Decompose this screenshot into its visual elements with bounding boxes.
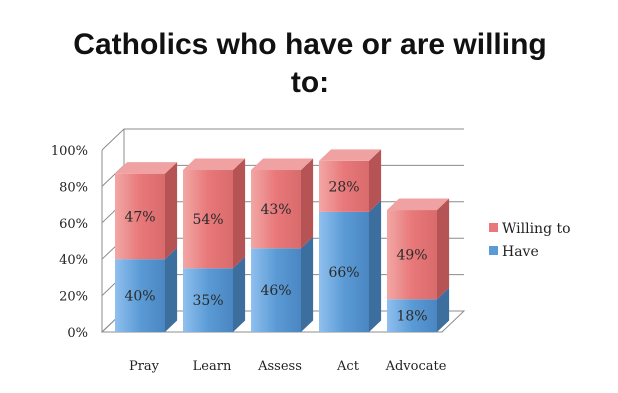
x-tick-label: Act	[336, 359, 360, 374]
y-tick-label: 100%	[51, 144, 88, 159]
bar-side-have	[233, 256, 246, 332]
axis-layer: 0% 20% 40% 60% 80% 100% Pray Learn Assess Act Advo…	[51, 144, 447, 374]
data-label: 66%	[328, 265, 359, 281]
legend-label: Have	[502, 244, 539, 260]
x-tick-label: Assess	[257, 359, 302, 374]
bar-willing-to-pray	[115, 173, 165, 260]
bar-willing-to-advocate	[387, 210, 437, 300]
bar-have-assess	[251, 248, 301, 332]
bar-have-learn	[183, 268, 233, 332]
bar-top-face	[319, 149, 382, 161]
y-tick-label: 20%	[59, 290, 88, 305]
y-tick-label: 40%	[59, 253, 88, 268]
data-label: 35%	[192, 293, 223, 309]
legend-swatch	[489, 223, 498, 232]
bar-side-have	[437, 287, 450, 332]
legend: Willing to Have	[489, 221, 571, 260]
bar-top-face	[387, 198, 450, 211]
y-tick-label: 0%	[67, 326, 88, 341]
x-tick-label: Pray	[129, 359, 160, 374]
bar-have-pray	[115, 259, 165, 332]
bar-layer	[115, 149, 450, 332]
bar-side-willing-to	[369, 149, 382, 212]
bar-have-advocate	[387, 299, 437, 332]
legend-swatch	[489, 246, 498, 255]
data-label: 28%	[328, 179, 359, 195]
bar-top-face	[251, 158, 314, 171]
bar-willing-to-assess	[251, 170, 301, 249]
bar-side-willing-to	[233, 158, 246, 269]
data-label: 18%	[396, 309, 427, 325]
x-tick-label: Advocate	[385, 359, 447, 374]
data-label: 40%	[124, 289, 155, 305]
x-tick-label: Learn	[193, 359, 232, 374]
gridline	[101, 128, 464, 151]
bar-top-face	[115, 162, 178, 174]
data-label: 46%	[260, 283, 291, 299]
bar-willing-to-act	[319, 160, 369, 212]
bar-top-face	[183, 158, 246, 171]
y-tick-label: 60%	[59, 217, 88, 232]
bar-have-act	[319, 211, 369, 332]
chart-title-line-2: to:	[291, 66, 329, 99]
label-layer: 40% 47% 35% 54% 46% 43% 66% 28% 18% 49%	[124, 179, 427, 324]
data-label: 47%	[124, 209, 155, 225]
bar-side-have	[165, 247, 178, 332]
bar-side-willing-to	[437, 198, 450, 300]
data-label: 54%	[192, 212, 223, 228]
data-label: 43%	[260, 202, 291, 218]
y-tick-label: 80%	[59, 180, 88, 195]
chart-title-line-1: Catholics who have or are willing	[73, 28, 546, 61]
bar-side-have	[301, 236, 314, 332]
data-label: 49%	[396, 248, 427, 264]
bar-side-willing-to	[301, 158, 314, 249]
bar-side-willing-to	[165, 162, 178, 260]
bar-side-have	[369, 200, 382, 332]
bar-willing-to-learn	[183, 170, 233, 269]
legend-label: Willing to	[502, 221, 571, 237]
